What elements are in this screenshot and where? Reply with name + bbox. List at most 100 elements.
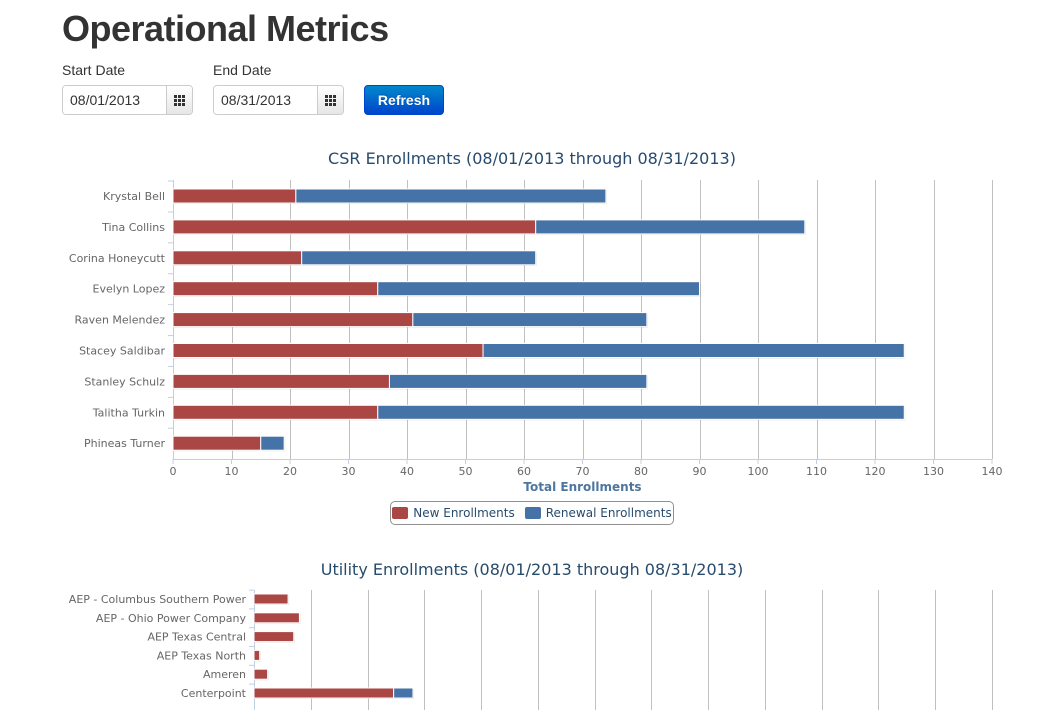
csr-bar-shadow — [390, 375, 648, 390]
csr-tick-label: 70 — [576, 465, 590, 478]
refresh-button[interactable]: Refresh — [364, 85, 444, 115]
utility-bar-shadow — [394, 689, 414, 699]
csr-bar-shadow — [174, 220, 537, 235]
utility-bar-new — [253, 668, 269, 680]
csr-bar-renewal — [412, 312, 648, 328]
csr-bar-new — [172, 250, 303, 266]
utility-chart-title: Utility Enrollments (08/01/2013 through … — [320, 560, 744, 579]
csr-tick-label: 80 — [634, 465, 648, 478]
csr-category-label: Phineas Turner — [84, 437, 165, 450]
csr-tick-label: 110 — [806, 465, 827, 478]
csr-chart-title: CSR Enrollments (08/01/2013 through 08/3… — [328, 149, 736, 168]
csr-tick-label: 140 — [982, 465, 1003, 478]
csr-bar-new — [172, 219, 537, 235]
utility-category-label: AEP Texas Central — [147, 631, 246, 644]
csr-tick-label: 40 — [400, 465, 414, 478]
csr-bar-new — [172, 312, 414, 328]
csr-category-label: Evelyn Lopez — [93, 283, 166, 296]
legend-swatch-new — [392, 507, 409, 519]
utility-bar-shadow — [255, 632, 295, 643]
csr-bar-renewal — [535, 219, 806, 235]
csr-bar-shadow — [174, 406, 379, 421]
csr-bar-shadow — [484, 344, 906, 359]
csr-tick-label: 20 — [283, 465, 297, 478]
csr-tick-label: 100 — [748, 465, 769, 478]
csr-bar-renewal — [301, 250, 537, 266]
csr-chart-legend: New Enrollments Renewal Enrollments — [390, 501, 674, 525]
csr-tick-label: 0 — [170, 465, 177, 478]
calendar-grid-icon — [174, 94, 185, 106]
legend-item-renewal-enrollments[interactable]: Renewal Enrollments — [524, 506, 672, 520]
legend-label-renewal: Renewal Enrollments — [545, 506, 672, 520]
csr-bar-shadow — [261, 437, 286, 452]
end-date-calendar-button[interactable] — [317, 86, 343, 114]
utility-bar-new — [253, 593, 289, 605]
page-title: Operational Metrics — [62, 8, 389, 49]
csr-bar-renewal — [482, 343, 905, 358]
utility-bar-new — [253, 649, 261, 661]
utility-bar-shadow — [255, 595, 290, 605]
utility-category-label: AEP - Ohio Power Company — [96, 612, 247, 625]
csr-tick-label: 120 — [865, 465, 886, 478]
start-date-label: Start Date — [62, 62, 126, 78]
end-date-input[interactable] — [214, 86, 317, 114]
legend-item-new-enrollments[interactable]: New Enrollments — [392, 506, 515, 520]
csr-bar-new — [172, 404, 379, 420]
utility-bar-new — [253, 612, 300, 624]
csr-bar-new — [172, 435, 262, 451]
csr-bar-shadow — [174, 375, 391, 390]
csr-category-label: Tina Collins — [101, 221, 165, 234]
utility-bar-shadow — [255, 689, 395, 699]
csr-tick-label: 50 — [459, 465, 473, 478]
utility-bar-new — [253, 687, 395, 699]
csr-bar-renewal — [388, 373, 648, 389]
start-date-calendar-button[interactable] — [166, 86, 192, 114]
csr-bar-new — [172, 373, 390, 389]
csr-tick-label: 90 — [693, 465, 707, 478]
csr-bar-shadow — [174, 190, 297, 204]
csr-bar-renewal — [260, 435, 285, 451]
utility-bar-shadow — [255, 613, 301, 624]
end-date-picker — [213, 85, 344, 115]
csr-tick-label: 130 — [923, 465, 944, 478]
legend-swatch-renewal — [524, 507, 541, 519]
csr-bar-new — [172, 188, 297, 204]
end-date-label: End Date — [213, 62, 272, 78]
start-date-picker — [62, 85, 193, 115]
utility-bar-shadow — [255, 670, 269, 681]
csr-category-label: Stanley Schulz — [84, 375, 165, 388]
csr-bar-shadow — [302, 251, 537, 266]
csr-bar-renewal — [377, 281, 700, 297]
utility-bar-renewal — [393, 687, 414, 699]
start-date-input[interactable] — [63, 86, 166, 114]
csr-bar-shadow — [174, 437, 262, 452]
utility-category-label: Centerpoint — [181, 687, 247, 700]
csr-category-label: Raven Melendez — [75, 314, 166, 327]
csr-category-label: Corina Honeycutt — [69, 252, 166, 265]
csr-category-label: Stacey Saldibar — [79, 345, 165, 358]
csr-bar-shadow — [296, 190, 607, 204]
csr-category-label: Talitha Turkin — [92, 406, 165, 419]
csr-bar-shadow — [536, 220, 806, 235]
csr-tick-label: 10 — [225, 465, 239, 478]
csr-bar-shadow — [174, 313, 414, 328]
csr-enrollments-chart: Krystal Bell Tina Collins Corina Honeycutt… — [69, 180, 1003, 494]
csr-bar-shadow — [378, 282, 701, 297]
utility-category-label: Ameren — [203, 668, 246, 681]
utility-category-label: AEP Texas North — [157, 649, 246, 662]
csr-category-label: Krystal Bell — [103, 190, 165, 203]
calendar-grid-icon — [325, 94, 336, 106]
csr-bar-shadow — [174, 251, 303, 266]
legend-label-new: New Enrollments — [413, 506, 515, 520]
csr-bar-shadow — [174, 282, 379, 297]
csr-bar-shadow — [174, 344, 485, 359]
utility-bar-new — [253, 631, 295, 643]
csr-axis-title: Total Enrollments — [523, 480, 641, 494]
utility-bar-shadow — [255, 651, 261, 662]
utility-category-label: AEP - Columbus Southern Power — [69, 593, 247, 606]
csr-tick-label: 30 — [342, 465, 356, 478]
csr-tick-label: 60 — [517, 465, 531, 478]
csr-bar-new — [172, 281, 379, 297]
csr-bar-renewal — [377, 404, 905, 420]
csr-bar-renewal — [295, 188, 607, 204]
